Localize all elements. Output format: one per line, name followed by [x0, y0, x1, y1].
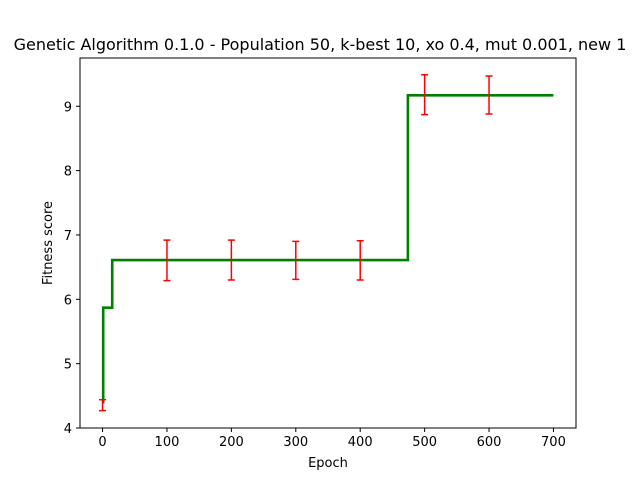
x-tick-label: 200 — [219, 435, 244, 450]
x-axis-ticks: 0 100 200 300 400 500 600 700 — [98, 428, 566, 450]
x-tick-label: 600 — [477, 435, 502, 450]
y-tick-label: 8 — [64, 165, 72, 180]
fitness-line — [101, 94, 554, 404]
x-tick-label: 400 — [348, 435, 373, 450]
plot-area-frame — [79, 57, 577, 429]
y-tick-label: 9 — [64, 100, 72, 115]
x-tick-label: 300 — [283, 435, 308, 450]
x-tick-label: 500 — [412, 435, 437, 450]
y-tick-label: 6 — [64, 293, 72, 308]
error-bar-layer — [99, 73, 493, 412]
x-tick-label: 0 — [98, 435, 106, 450]
y-tick-label: 5 — [64, 358, 72, 373]
series-layer — [101, 94, 554, 404]
chart-title: Genetic Algorithm 0.1.0 - Population 50,… — [14, 35, 627, 54]
x-tick-label: 100 — [155, 435, 180, 450]
y-tick-label: 4 — [64, 422, 72, 437]
y-axis-label: Fitness score — [41, 201, 56, 285]
y-tick-label: 7 — [64, 229, 72, 244]
x-axis-label: Epoch — [308, 456, 348, 471]
x-tick-label: 700 — [541, 435, 566, 450]
y-axis-ticks: 4 5 6 7 8 9 — [64, 100, 80, 437]
